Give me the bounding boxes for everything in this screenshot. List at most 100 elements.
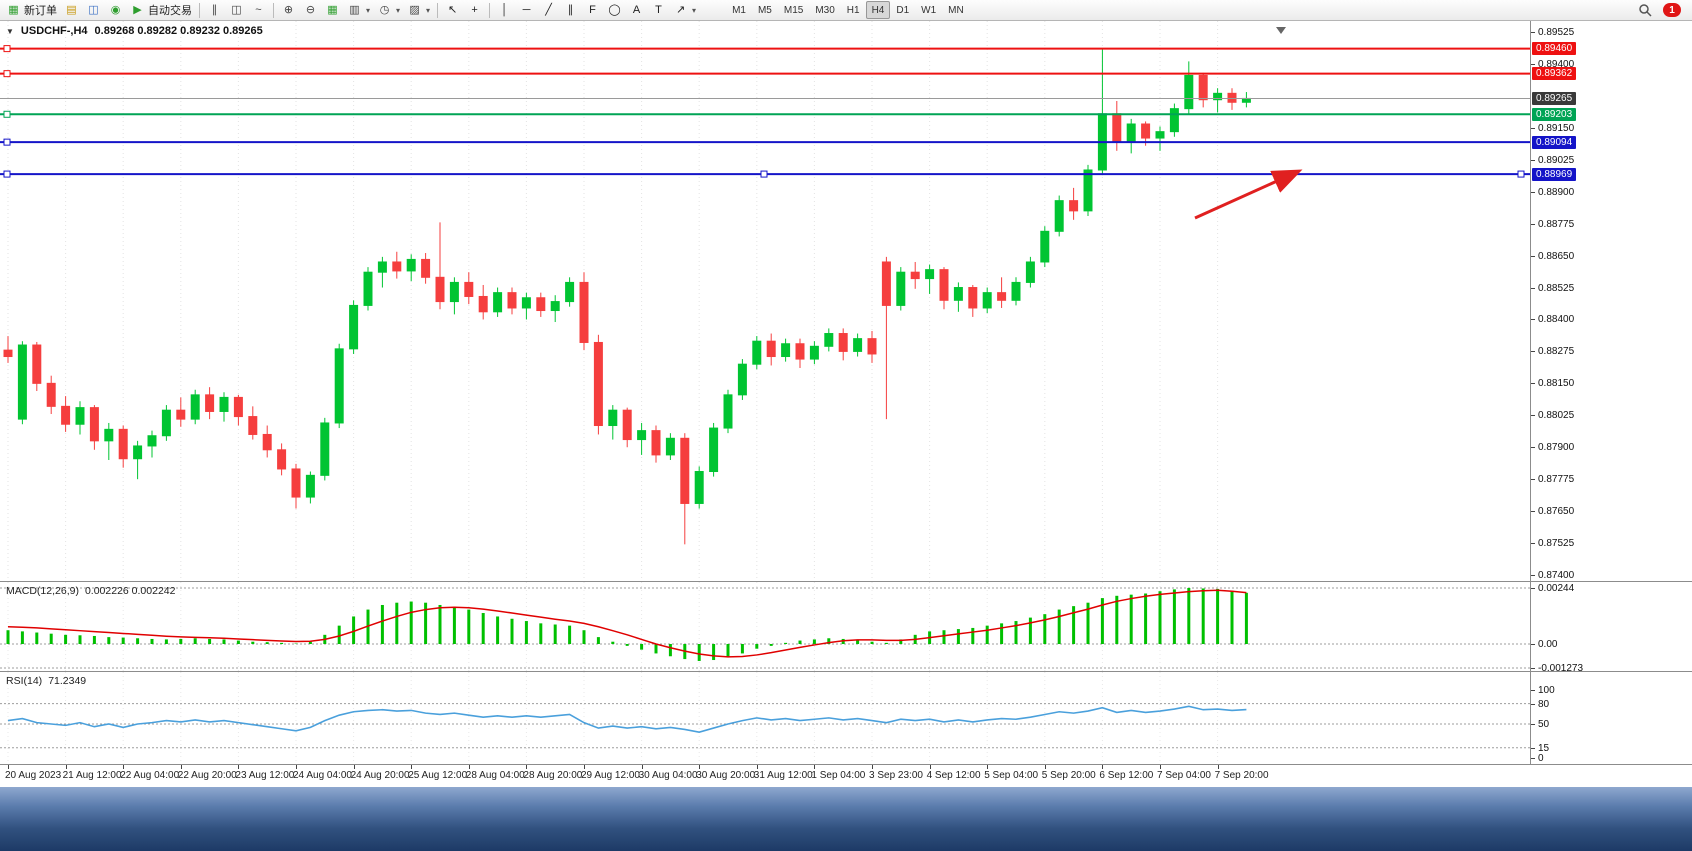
market-watch-icon[interactable]: ▤: [61, 2, 82, 19]
time-tick-mark: [468, 765, 470, 769]
candle-up: [493, 292, 503, 313]
time-tick-mark: [65, 765, 67, 769]
timeframe-m1[interactable]: M1: [732, 4, 746, 16]
tick-label: 0.88775: [1538, 218, 1575, 230]
price-tick: 0.88650: [1531, 251, 1574, 262]
time-tick-label: 7 Sep 20:00: [1214, 770, 1269, 781]
candle-up: [1025, 261, 1035, 283]
tick-mark: [1531, 724, 1535, 725]
candle-down: [1198, 74, 1208, 101]
time-tick-label: 25 Aug 12:00: [408, 770, 468, 781]
shapes-icon[interactable]: ◯: [604, 2, 625, 19]
new-chart-icon[interactable]: ▥ ▾: [344, 2, 373, 19]
price-tick: 0.88900: [1531, 187, 1574, 198]
new-chart-icon-dropdown[interactable]: ▾: [366, 5, 371, 15]
arrows-icon[interactable]: ↗ ▾: [670, 2, 699, 19]
zoom-out-icon[interactable]: ⊖: [300, 2, 321, 19]
timeframe-m30[interactable]: M30: [815, 4, 835, 16]
auto-trading-button[interactable]: ▶ 自动交易: [127, 2, 195, 19]
annotation-arrow[interactable]: [1194, 169, 1303, 220]
new-chart-icon-glyph: ▥: [349, 3, 360, 16]
panel-separator[interactable]: [0, 671, 1692, 672]
periods-icon-dropdown[interactable]: ▾: [396, 5, 401, 15]
candle-up: [781, 343, 791, 358]
ohlc-values: 0.89268 0.89282 0.89232 0.89265: [94, 25, 263, 37]
tick-mark: [1531, 383, 1535, 385]
timeframe-h4[interactable]: H4: [865, 1, 891, 19]
price-tick: 0.00244: [1531, 583, 1574, 594]
timeframe-w1[interactable]: W1: [921, 4, 937, 16]
candle-up: [349, 304, 359, 350]
rsi-panel[interactable]: [0, 672, 1532, 764]
cursor-icon[interactable]: ↖: [442, 2, 463, 19]
timeframe-m15[interactable]: M15: [783, 4, 804, 16]
zoom-in-icon-glyph: ⊕: [283, 3, 294, 16]
line-chart-icon[interactable]: ~: [248, 2, 269, 19]
data-window-icon[interactable]: ◫: [83, 2, 104, 19]
line-chart-icon-glyph: ~: [255, 3, 262, 16]
navigator-icon-glyph: ◉: [110, 3, 121, 16]
price-tick: 0.87525: [1531, 538, 1574, 549]
resistance-line-2-handle[interactable]: [3, 70, 11, 78]
label-icon[interactable]: T: [648, 2, 669, 19]
periods-icon[interactable]: ◷ ▾: [374, 2, 403, 19]
main-chart[interactable]: [0, 21, 1532, 581]
new-order-button[interactable]: ▦ 新订单: [3, 2, 60, 19]
chart-shift-marker[interactable]: [1276, 27, 1286, 34]
timeframe-h1[interactable]: H1: [846, 4, 860, 16]
notification-badge[interactable]: 1: [1663, 3, 1681, 17]
time-tick-mark: [1044, 765, 1046, 769]
channel-icon[interactable]: ∥: [560, 2, 581, 19]
price-tick: 0.88275: [1531, 346, 1574, 357]
time-axis: 20 Aug 2023 21 Aug 12:00 22 Aug 04:00 22 Au…: [0, 765, 1692, 787]
price-tick: 80: [1531, 699, 1549, 710]
timeframe-mn[interactable]: MN: [948, 4, 964, 16]
support-line-blue-2-handle[interactable]: [760, 170, 768, 178]
resistance-line-2-price-badge: 0.89362: [1532, 67, 1577, 81]
tick-mark: [1531, 479, 1535, 481]
time-tick-mark: [180, 765, 182, 769]
time-tick-mark: [756, 765, 758, 769]
support-line-green-handle[interactable]: [3, 110, 11, 118]
candle-up: [1011, 281, 1021, 301]
resistance-line-1-handle[interactable]: [3, 45, 11, 53]
arrows-icon-dropdown[interactable]: ▾: [692, 5, 697, 15]
navigator-icon[interactable]: ◉: [105, 2, 126, 19]
candlestick-chart-icon[interactable]: ◫: [226, 2, 247, 19]
text-icon-glyph: A: [632, 3, 641, 16]
candle-up: [1169, 108, 1179, 133]
bar-chart-icon[interactable]: ∥: [204, 2, 225, 19]
search-icon[interactable]: [1638, 3, 1653, 18]
panel-separator[interactable]: [0, 581, 1692, 582]
trendline-icon[interactable]: ╱: [538, 2, 559, 19]
templates-icon-dropdown[interactable]: ▾: [426, 5, 431, 15]
zoom-in-icon[interactable]: ⊕: [278, 2, 299, 19]
candle-down: [593, 341, 603, 427]
tile-windows-icon[interactable]: ▦: [322, 2, 343, 19]
tick-mark: [1531, 690, 1535, 691]
candle-up: [1184, 74, 1194, 110]
candle-up: [406, 258, 416, 272]
timeframe-m5[interactable]: M5: [757, 4, 772, 16]
text-icon[interactable]: A: [626, 2, 647, 19]
templates-icon[interactable]: ▨ ▾: [404, 2, 433, 19]
vertical-line-icon[interactable]: │: [494, 2, 515, 19]
time-tick-mark: [872, 765, 873, 769]
price-tick: 100: [1531, 685, 1555, 696]
candle-up: [133, 445, 143, 460]
horizontal-line-icon[interactable]: ─: [516, 2, 537, 19]
candle-down: [233, 396, 243, 418]
crosshair-icon[interactable]: +: [464, 2, 485, 19]
timeframe-d1[interactable]: D1: [896, 4, 910, 16]
tick-label: 0.87900: [1538, 442, 1575, 454]
fibonacci-icon[interactable]: F: [582, 2, 603, 19]
tick-mark: [1531, 543, 1535, 545]
candle-down: [881, 261, 891, 306]
candle-down: [968, 287, 978, 309]
candle-down: [939, 269, 949, 301]
support-line-blue-1-handle[interactable]: [3, 138, 11, 146]
collapse-triangle-icon[interactable]: ▼: [6, 26, 14, 36]
support-line-blue-2-handle[interactable]: [1517, 170, 1525, 178]
support-line-blue-2-handle[interactable]: [3, 170, 11, 178]
macd-panel[interactable]: [0, 582, 1532, 671]
